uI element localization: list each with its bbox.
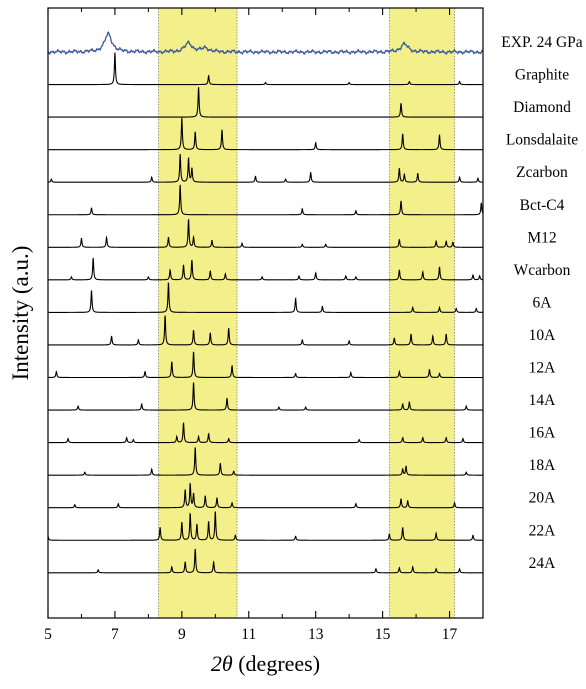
trace-lonsdalaite xyxy=(48,117,483,151)
trace-16a xyxy=(48,422,483,444)
x-tick-label: 15 xyxy=(375,626,391,643)
highlight-bands xyxy=(158,8,455,618)
trace-20a xyxy=(48,482,483,509)
series-label: 14A xyxy=(529,392,557,409)
x-tick-label: 9 xyxy=(178,626,186,643)
trace-12a xyxy=(48,351,483,379)
series-label: Diamond xyxy=(513,99,571,116)
series-label: 22A xyxy=(529,522,557,539)
series-label: Lonsdalaite xyxy=(506,132,578,149)
x-tick-label: 13 xyxy=(308,626,324,643)
series-labels: EXP. 24 GPa Graphite Diamond Lonsdalaite Zca… xyxy=(501,34,583,572)
trace-14a xyxy=(48,382,483,411)
trace-22a xyxy=(47,511,483,541)
x-tick-label: 17 xyxy=(442,626,458,643)
x-axis-ticks: 5 7 9 11 13 15 17 xyxy=(44,8,458,643)
series-label: Bct-C4 xyxy=(520,197,565,214)
series-label: Graphite xyxy=(515,67,569,84)
plot-frame xyxy=(47,7,484,619)
trace-bct-c4 xyxy=(48,184,484,216)
trace-diamond xyxy=(48,87,483,118)
trace-6a xyxy=(48,281,483,313)
series-label: Wcarbon xyxy=(514,262,571,279)
x-tick-label: 11 xyxy=(241,626,256,643)
x-tick-label: 7 xyxy=(111,626,119,643)
series-label: 12A xyxy=(529,360,557,377)
series-label: M12 xyxy=(527,229,556,246)
series-label: EXP. 24 GPa xyxy=(501,34,583,51)
trace-24a xyxy=(48,548,483,574)
series-label: 20A xyxy=(529,490,557,507)
series-label: 24A xyxy=(529,555,557,572)
trace-graphite xyxy=(48,52,483,86)
trace-exp-24-gpa xyxy=(47,31,484,56)
trace-18a xyxy=(48,447,483,476)
x-axis-label: 2θ (degrees) xyxy=(211,651,320,676)
trace-zcarbon xyxy=(47,154,484,183)
trace-group xyxy=(47,31,484,574)
trace-m12 xyxy=(48,218,483,248)
series-label: 10A xyxy=(529,327,557,344)
series-label: 18A xyxy=(529,457,557,474)
series-label: Zcarbon xyxy=(516,164,568,181)
series-label: 16A xyxy=(529,425,557,442)
highlight-band-2 xyxy=(389,8,455,618)
x-tick-label: 5 xyxy=(44,626,52,643)
series-label: 6A xyxy=(533,294,553,311)
trace-wcarbon xyxy=(48,257,484,281)
y-axis-label: Intensity (a.u.) xyxy=(8,246,33,381)
trace-10a xyxy=(48,315,483,346)
